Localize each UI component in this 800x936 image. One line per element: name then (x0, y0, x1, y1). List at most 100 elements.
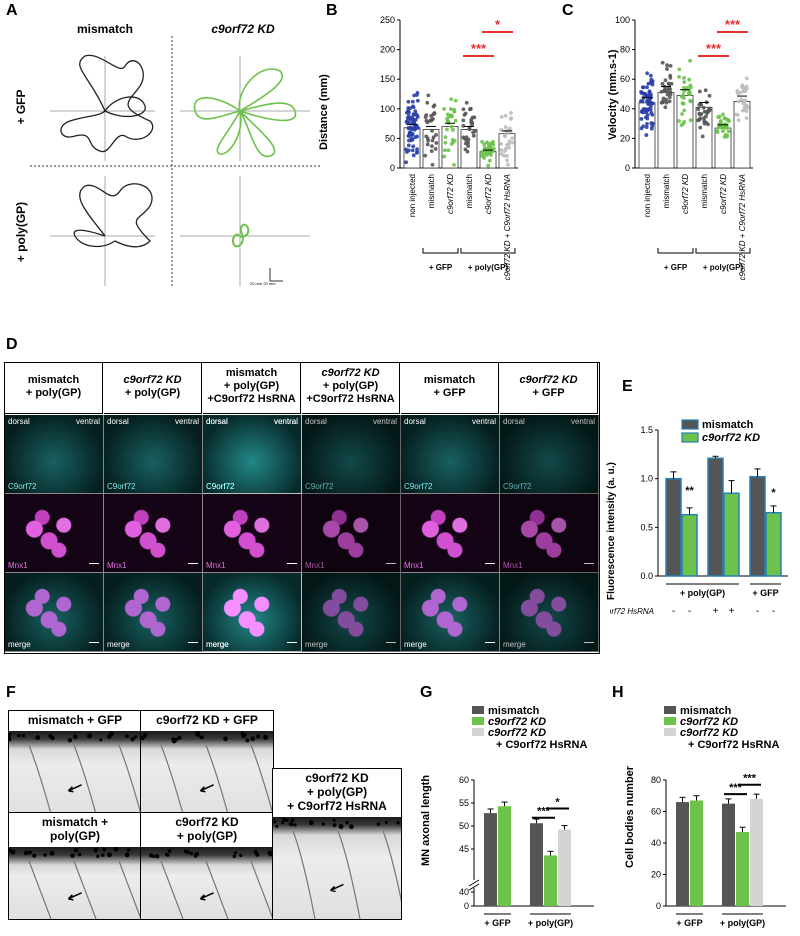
panel-a-row-polygp: + poly(GP) (14, 201, 28, 263)
panel-d-header-line: + poly(GP) (124, 387, 181, 399)
data-point (505, 131, 510, 135)
legend-label: c9orf72 KD (680, 716, 738, 728)
axis-break-mark (468, 883, 480, 891)
data-point (705, 111, 710, 116)
micrograph-label: Mnx1 (8, 561, 28, 570)
cell-body (17, 733, 21, 738)
group-label: + poly(GP) (720, 918, 765, 928)
data-point (716, 115, 721, 119)
data-point (503, 146, 508, 151)
y-tick-label: 150 (380, 74, 395, 84)
data-point (461, 135, 466, 140)
bracket-gfp (422, 248, 459, 254)
y-tick-label: 1.0 (640, 474, 653, 484)
data-point (744, 76, 749, 81)
bar (681, 513, 698, 577)
scale-bar (188, 642, 198, 643)
axon (205, 860, 229, 919)
arrow-icon (199, 892, 214, 901)
data-point (405, 119, 410, 123)
sig-marker: * (771, 487, 776, 499)
micrograph-c9orf72: C9orf72 dorsal ventral (104, 415, 203, 494)
cell-body (113, 846, 119, 852)
data-point (720, 129, 725, 134)
data-point (641, 124, 646, 129)
bar (676, 95, 694, 169)
data-point (505, 153, 510, 158)
cell-body (332, 823, 337, 828)
dorsal-label: dorsal (206, 417, 228, 426)
data-point (461, 107, 466, 112)
cell-body (321, 822, 326, 826)
bar (484, 813, 497, 906)
cell-body (9, 732, 12, 736)
data-point (646, 102, 651, 106)
data-point (650, 121, 655, 126)
cell-body (239, 853, 243, 858)
data-point (639, 109, 644, 114)
data-point (484, 140, 489, 145)
y-tick-label: 40 (459, 887, 469, 897)
data-point (663, 78, 668, 83)
data-point (718, 119, 723, 123)
data-point (682, 89, 686, 94)
legend-swatch (472, 706, 484, 714)
micrograph-label: Mnx1 (404, 561, 424, 570)
legend-label: + C9orf72 HsRNA (496, 739, 587, 751)
data-point (453, 98, 458, 103)
micrograph-mnx1: Mnx1 (104, 494, 203, 573)
micrograph-label: C9orf72 (107, 482, 136, 491)
micrograph-c9orf72: C9orf72 dorsal ventral (500, 415, 599, 494)
data-point (645, 71, 650, 76)
panel-d-header-line: c9orf72 KD (321, 367, 380, 379)
data-point (677, 67, 682, 72)
group-label: + GFP (484, 918, 510, 928)
data-point (645, 95, 649, 99)
cell-body (133, 735, 137, 739)
cell-body (99, 738, 103, 742)
hsrna-sign: - (672, 606, 675, 617)
cell-body (273, 820, 277, 824)
y-tick-label: 250 (380, 15, 395, 25)
data-point (465, 149, 470, 154)
cell-body (167, 849, 172, 853)
data-point (644, 133, 649, 137)
legend-swatch (664, 706, 676, 714)
ventral-label: ventral (471, 417, 496, 426)
x-tick-label: c9orf72 KD (484, 174, 493, 214)
data-point (667, 99, 672, 104)
panel-f-image-2: mismatch + poly(GP) (8, 812, 142, 920)
data-point (735, 88, 740, 93)
data-point (649, 101, 654, 106)
data-point (648, 104, 653, 109)
cell-body (332, 818, 336, 822)
cell-body (23, 850, 29, 856)
panel-f-image-0: mismatch + GFP (8, 710, 142, 815)
panel-d-header-line: + poly(GP) (25, 387, 82, 399)
y-tick-label: 0 (656, 901, 661, 911)
bar (441, 126, 459, 169)
axon (292, 830, 316, 919)
data-point (686, 91, 691, 96)
group-label: + poly(GP) (680, 588, 725, 598)
data-point (745, 105, 750, 110)
hsrna-sign: + (729, 606, 735, 617)
cell-body (126, 848, 131, 852)
data-point (726, 129, 731, 134)
y-tick-label: 60 (620, 74, 630, 84)
data-point (487, 158, 492, 163)
data-point (668, 75, 673, 80)
axon (250, 860, 273, 919)
cell-body (256, 734, 261, 739)
scale-bar (485, 563, 495, 564)
data-point (696, 118, 701, 123)
panel-c-ylabel: Velocity (mm.s-1) (607, 49, 619, 140)
panel-f-title-line: c9orf72 KD + GFP (156, 713, 258, 727)
ventral-label: ventral (75, 417, 100, 426)
sig-marker: * (495, 17, 501, 32)
group-label: + GFP (429, 263, 453, 272)
panel-a-row-gfp: + GFP (14, 89, 28, 125)
cell-body (195, 732, 201, 737)
data-point (503, 134, 508, 139)
